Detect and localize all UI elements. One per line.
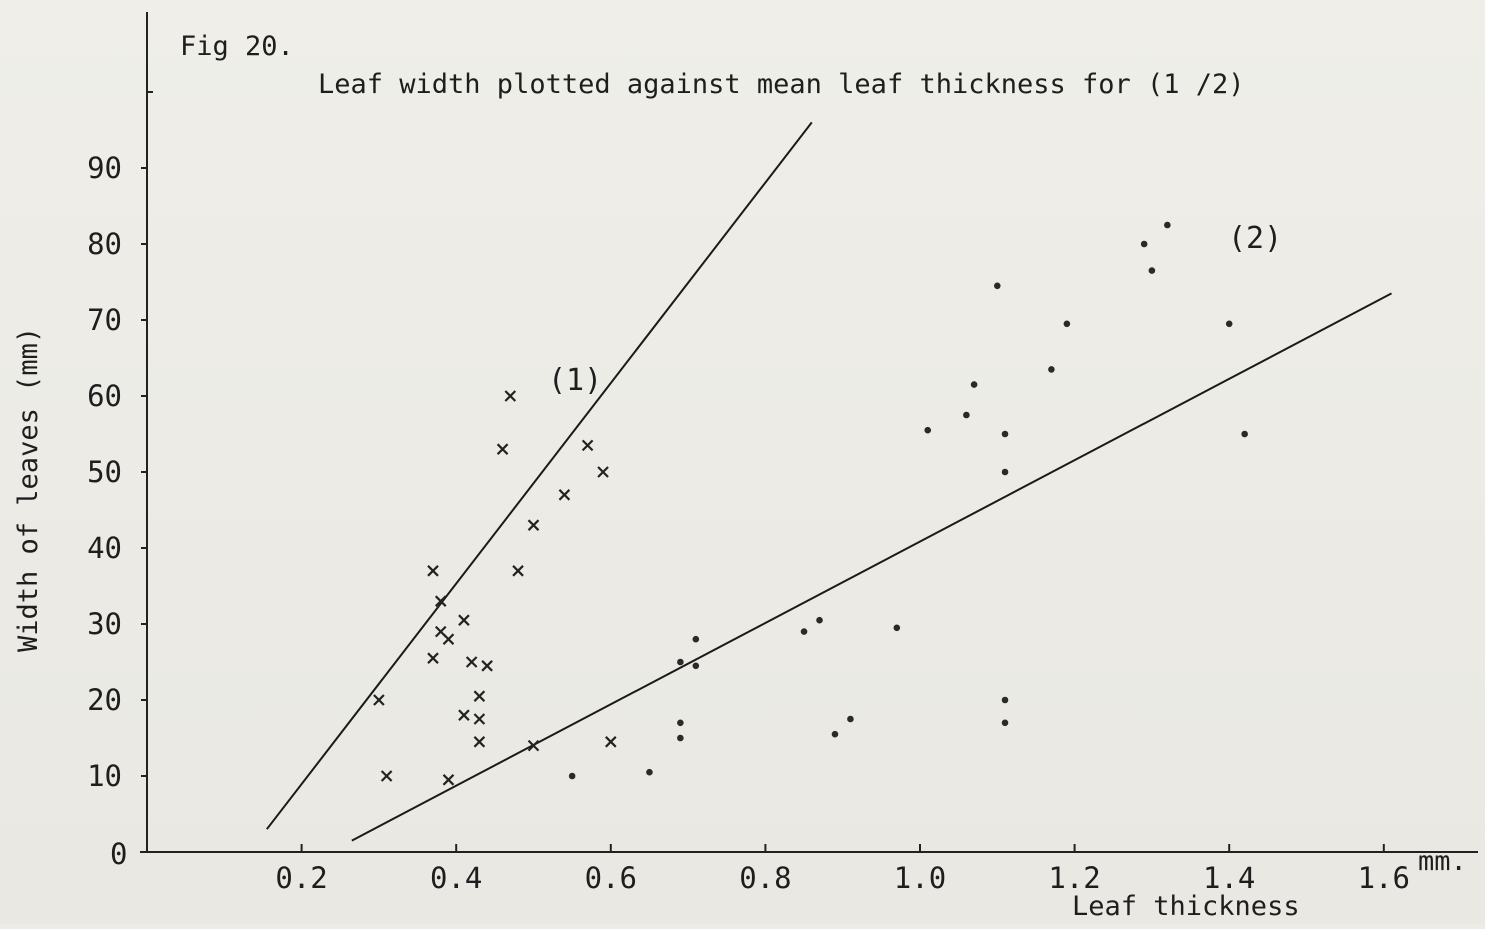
- y-ticks: 10 20 30 40 50 60 70 80 90: [87, 91, 153, 793]
- x-tick-label: 0.2: [275, 861, 327, 895]
- data-point-cross: [380, 770, 393, 782]
- data-point-dot: [800, 628, 808, 635]
- data-point-dot: [1048, 366, 1055, 373]
- data-point-cross: [434, 595, 447, 607]
- x-tick-label: 0.6: [585, 861, 637, 895]
- data-point-cross: [597, 466, 609, 478]
- data-point-cross: [458, 709, 470, 721]
- data-point-dot: [568, 772, 576, 780]
- chart-title: Leaf width plotted against mean leaf thi…: [318, 69, 1245, 100]
- data-point-dot: [816, 616, 823, 624]
- y-tick-label: 10: [87, 759, 122, 793]
- data-point-cross: [527, 739, 540, 752]
- data-point-cross: [504, 390, 517, 402]
- data-point-cross: [473, 713, 486, 725]
- data-point-cross: [512, 565, 524, 577]
- data-point-dot: [963, 411, 970, 419]
- data-point-cross: [465, 656, 478, 668]
- data-point-dot: [970, 381, 978, 388]
- series-labels: (1) (2): [548, 221, 1282, 398]
- data-point-dot: [1001, 719, 1009, 727]
- data-point-cross: [427, 652, 439, 664]
- x-tick-label: 1.0: [894, 861, 946, 895]
- data-point-dot: [994, 282, 1001, 290]
- data-point-dot: [1063, 320, 1071, 328]
- data-point-cross: [605, 736, 617, 748]
- data-point-dot: [692, 662, 700, 670]
- data-point-cross: [458, 614, 470, 626]
- data-point-cross: [427, 565, 439, 577]
- y-tick-label: 40: [87, 531, 122, 565]
- data-point-cross: [558, 489, 571, 501]
- data-point-dot: [924, 426, 932, 434]
- data-point-dot: [1241, 430, 1248, 438]
- data-point-dot: [646, 768, 653, 776]
- series-label-1: (1): [548, 363, 602, 398]
- x-tick-label: 0.8: [739, 861, 791, 895]
- x-tick-label: 1.6: [1358, 861, 1410, 895]
- data-point-dot: [1148, 267, 1156, 274]
- y-tick-label: 90: [87, 151, 122, 185]
- data-point-dot: [677, 734, 684, 742]
- data-point-dot: [1140, 240, 1148, 248]
- fit-lines: [266, 121, 1392, 842]
- data-point-dot: [677, 658, 684, 666]
- y-tick-label: 70: [87, 303, 122, 337]
- data-point-dot: [1001, 696, 1009, 704]
- data-point-cross: [496, 443, 509, 455]
- y-tick-label: 30: [87, 607, 122, 641]
- x-tick-label: 1.4: [1203, 861, 1255, 895]
- data-point-cross: [481, 660, 493, 672]
- data-point-cross: [473, 690, 486, 702]
- y-origin-label: 0: [110, 837, 127, 871]
- x-ticks: 0.2 0.4 0.6 0.8 1.0 1.2 1.4 1.6: [275, 844, 1410, 895]
- data-point-dot: [893, 624, 901, 632]
- y-tick-label: 80: [87, 227, 122, 261]
- data-point-dot: [692, 635, 700, 643]
- data-point-dot: [1164, 221, 1171, 229]
- x-tick-label: 1.2: [1048, 861, 1100, 895]
- data-point-cross: [581, 439, 594, 452]
- data-point-cross: [442, 774, 455, 786]
- data-point-cross: [373, 694, 385, 706]
- figure-label: Fig 20.: [180, 31, 294, 62]
- data-point-cross: [527, 519, 540, 531]
- series-label-2: (2): [1228, 221, 1282, 256]
- x-axis-label: Leaf thickness: [1072, 891, 1300, 922]
- y-tick-label: 60: [87, 379, 122, 413]
- x-tick-label: 0.4: [430, 861, 482, 895]
- fit-line-series-1: [266, 121, 813, 830]
- fit-line-series-2: [351, 292, 1392, 842]
- x-unit-label: mm.: [1418, 846, 1467, 877]
- data-point-cross: [473, 736, 486, 748]
- data-point-dot: [677, 719, 684, 727]
- y-tick-label: 50: [87, 455, 122, 489]
- data-point-dot: [847, 715, 854, 723]
- data-point-dot: [1225, 320, 1233, 328]
- data-point-dot: [1001, 468, 1009, 476]
- data-points: [373, 221, 1248, 786]
- data-point-cross: [442, 633, 455, 645]
- data-point-dot: [831, 730, 839, 738]
- data-point-dot: [1001, 430, 1009, 438]
- y-tick-label: 20: [87, 683, 122, 717]
- y-axis-label: Width of leaves (mm): [13, 327, 44, 652]
